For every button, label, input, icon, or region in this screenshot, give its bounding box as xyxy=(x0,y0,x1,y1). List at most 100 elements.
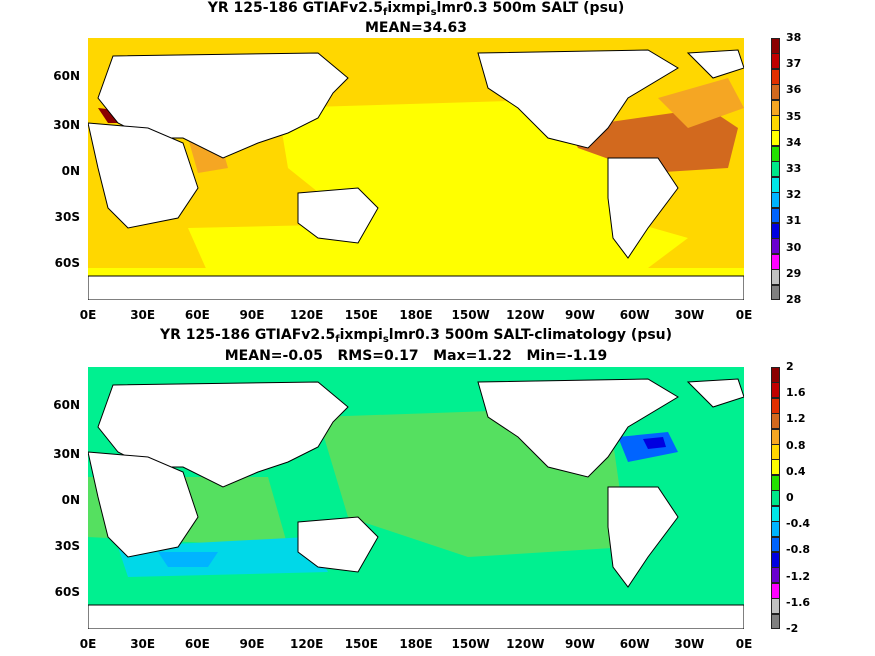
lon-label: 90W xyxy=(565,637,595,651)
colorbar-swatch xyxy=(771,613,780,630)
colorbar-swatch xyxy=(771,84,780,101)
colorbar-swatch xyxy=(771,367,780,383)
lat-label: 60S xyxy=(54,585,80,599)
colorbar-label: 0 xyxy=(786,491,794,504)
australia-land xyxy=(297,187,379,244)
top-map-panel xyxy=(88,38,744,300)
lon-label: 150W xyxy=(451,637,490,651)
lon-label: 60W xyxy=(619,308,650,322)
colorbar-swatch xyxy=(771,115,780,131)
colorbar-swatch xyxy=(771,428,780,445)
colorbar-swatch xyxy=(771,474,780,491)
colorbar-label: 31 xyxy=(786,214,802,228)
lon-label: 120E xyxy=(290,637,324,651)
colorbar-label: 33 xyxy=(786,162,802,175)
lon-label: 30W xyxy=(674,637,705,651)
bottom-map-title: YR 125-186 GTIAFv2.5fixmpislmr0.3 500m S… xyxy=(159,327,673,345)
top-colorbar xyxy=(771,38,780,301)
colorbar-swatch xyxy=(771,382,780,399)
colorbar-label: -0.4 xyxy=(786,517,811,531)
lat-label: 60N xyxy=(53,398,80,412)
colorbar-label: 34 xyxy=(786,135,802,149)
north-america-land xyxy=(477,378,679,478)
greenland-land xyxy=(686,49,744,79)
colorbar-swatch xyxy=(771,238,780,255)
antarctica-land xyxy=(88,275,744,300)
colorbar-label: 2 xyxy=(786,360,794,373)
colorbar-swatch xyxy=(771,413,780,430)
colorbar-swatch xyxy=(771,397,780,414)
bottom-map-subtitle: MEAN=-0.05 RMS=0.17 Max=1.22 Min=-1.19 xyxy=(224,348,608,364)
colorbar-swatch xyxy=(771,505,780,522)
colorbar-swatch xyxy=(771,444,780,460)
top-map-subtitle: MEAN=34.63 xyxy=(364,20,468,36)
colorbar-swatch xyxy=(771,269,780,286)
colorbar-label: -0.8 xyxy=(786,543,811,557)
colorbar-swatch xyxy=(771,207,780,224)
lat-label: 30N xyxy=(53,447,80,461)
lon-label: 30W xyxy=(674,308,705,322)
africa-land xyxy=(88,122,199,229)
colorbar-label: 29 xyxy=(786,266,802,280)
colorbar-label: -1.2 xyxy=(786,569,811,583)
lon-label: 30E xyxy=(130,637,156,651)
colorbar-label: 36 xyxy=(786,83,802,97)
australia-land xyxy=(297,516,379,573)
lat-label: 60S xyxy=(54,256,80,270)
bottom-land-masses xyxy=(88,378,744,629)
colorbar-label: 1.6 xyxy=(786,386,806,400)
lat-label: 0N xyxy=(61,493,80,507)
colorbar-swatch xyxy=(771,490,780,507)
lon-label: 90E xyxy=(239,637,265,651)
colorbar-swatch xyxy=(771,38,780,54)
lon-label: 120E xyxy=(290,308,324,322)
colorbar-swatch xyxy=(771,459,780,476)
lon-label: 120W xyxy=(506,308,545,322)
lon-label: 0E xyxy=(735,637,753,651)
colorbar-label: 0.8 xyxy=(786,438,806,452)
arctic-band xyxy=(88,38,744,50)
lon-label: 90W xyxy=(565,308,595,322)
lon-label: 180E xyxy=(399,308,433,322)
southern-indian-low xyxy=(158,552,218,567)
bottom-map-panel xyxy=(88,367,744,629)
lon-label: 90E xyxy=(239,308,265,322)
bottom-colorbar xyxy=(771,367,780,630)
lon-label: 60E xyxy=(184,637,210,651)
lon-label: 60E xyxy=(184,308,210,322)
colorbar-label: -1.6 xyxy=(786,595,811,609)
colorbar-swatch xyxy=(771,582,780,599)
north-america-land xyxy=(477,49,679,149)
colorbar-label: 35 xyxy=(786,109,802,123)
lon-label: 150W xyxy=(451,308,490,322)
colorbar-label: 32 xyxy=(786,188,802,202)
colorbar-swatch xyxy=(771,161,780,178)
colorbar-swatch xyxy=(771,284,780,301)
lon-label: 60W xyxy=(619,637,650,651)
north-atlantic-zone xyxy=(658,78,744,128)
eurasia-land xyxy=(97,52,349,159)
colorbar-label: -2 xyxy=(786,622,799,635)
colorbar-label: 38 xyxy=(786,31,802,44)
colorbar-swatch xyxy=(771,567,780,584)
colorbar-swatch xyxy=(771,130,780,147)
top-map-title: YR 125-186 GTIAFv2.5fixmpislmr0.3 500m S… xyxy=(207,0,625,18)
south-america-land xyxy=(607,486,679,588)
colorbar-label: 0.4 xyxy=(786,464,806,478)
lon-label: 150E xyxy=(344,308,378,322)
colorbar-swatch xyxy=(771,68,780,85)
colorbar-swatch xyxy=(771,176,780,193)
africa-land xyxy=(88,451,199,558)
lon-label: 120W xyxy=(506,637,545,651)
colorbar-swatch xyxy=(771,253,780,270)
gulf-stream-core xyxy=(643,437,666,449)
lon-label: 30E xyxy=(130,308,156,322)
south-america-land xyxy=(607,157,679,259)
colorbar-swatch xyxy=(771,598,780,615)
bottom-anomaly-map xyxy=(88,367,744,629)
antarctica-land xyxy=(88,604,744,629)
colorbar-label: 1.2 xyxy=(786,412,806,426)
lon-label: 0E xyxy=(79,308,97,322)
colorbar-label: 28 xyxy=(786,293,802,306)
lon-label: 180E xyxy=(399,637,433,651)
